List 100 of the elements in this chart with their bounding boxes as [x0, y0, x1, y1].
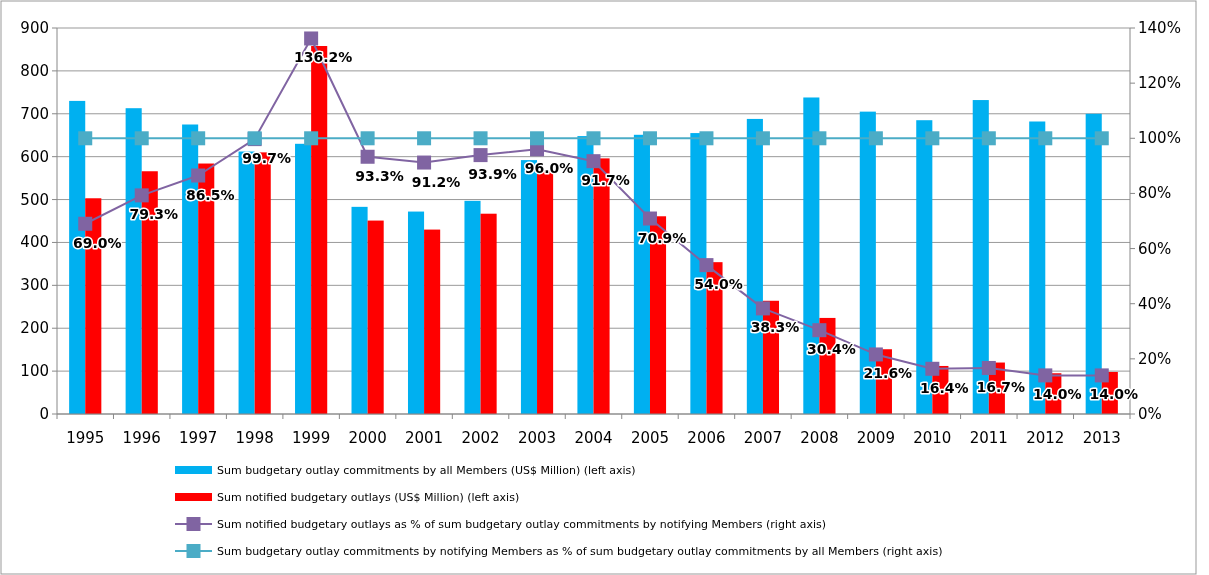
data-label: 99.7%: [242, 150, 291, 167]
data-label: 86.5%: [185, 186, 235, 203]
x-tick-label: 2010: [913, 429, 952, 447]
bar: [424, 229, 441, 414]
x-tick-label: 1999: [292, 429, 331, 447]
data-label: 14.0%: [1033, 386, 1082, 403]
y2-tick-label: 60%: [1138, 239, 1172, 258]
x-tick-label: 2006: [687, 429, 726, 447]
data-label: 16.4%: [920, 379, 969, 396]
y2-tick-label: 100%: [1138, 129, 1181, 148]
point: [586, 154, 601, 169]
data-label: 30.4%: [807, 341, 856, 358]
point: [1038, 131, 1053, 146]
x-tick-label: 2008: [800, 429, 839, 447]
y2-tick-label: 20%: [1138, 349, 1172, 368]
point: [530, 131, 545, 146]
y-tick-label: 900: [20, 19, 49, 37]
point: [1094, 368, 1109, 383]
data-label: 38.3%: [750, 319, 800, 336]
data-label: 91.2%: [411, 173, 461, 190]
data-label: 91.7%: [581, 172, 630, 189]
y-tick-label: 600: [20, 147, 49, 166]
x-tick-label: 1996: [122, 429, 161, 447]
point: [473, 148, 488, 163]
x-tick-label: 1998: [235, 429, 274, 447]
point: [78, 216, 93, 231]
point: [417, 155, 432, 170]
point: [191, 131, 206, 146]
point: [868, 131, 883, 146]
data-label: 69.0%: [72, 234, 122, 251]
point: [191, 168, 206, 183]
bar: [295, 143, 312, 414]
point: [755, 131, 770, 146]
point: [134, 131, 149, 146]
x-tick-label: 2007: [743, 429, 783, 447]
y-tick-label: 400: [20, 233, 49, 252]
y-tick-label: 700: [20, 104, 49, 123]
point: [134, 188, 149, 203]
point: [360, 131, 375, 146]
y-tick-label: 800: [20, 61, 49, 80]
x-tick-label: 1997: [179, 429, 218, 447]
point: [642, 211, 657, 226]
point: [925, 131, 940, 146]
point: [699, 131, 714, 146]
legend-label: Sum budgetary outlay commitments by all Members (US$ Million) (left axis): [217, 464, 636, 477]
bar: [464, 200, 481, 414]
y2-tick-label: 120%: [1138, 74, 1181, 93]
y-tick-label: 100: [20, 362, 49, 381]
x-tick-label: 2000: [348, 429, 387, 447]
point: [868, 347, 883, 362]
point: [981, 131, 996, 146]
data-label: 14.0%: [1089, 386, 1139, 403]
y-tick-label: 300: [20, 276, 49, 295]
x-tick-label: 1995: [66, 429, 105, 447]
x-tick-label: 2001: [404, 429, 444, 447]
data-label: 93.9%: [468, 166, 517, 183]
point: [981, 360, 996, 375]
point: [360, 149, 375, 164]
y2-tick-label: 40%: [1138, 294, 1172, 313]
data-label: 93.3%: [355, 167, 404, 184]
y2-tick-label: 140%: [1138, 19, 1181, 37]
point: [699, 258, 714, 273]
legend-label: Sum budgetary outlay commitments by notifying Members as % of sum budgetary outlay commitments by all Members (right axis): [217, 545, 943, 558]
data-label: 70.9%: [637, 229, 687, 246]
point: [1038, 368, 1053, 383]
bar: [480, 213, 497, 414]
x-tick-label: 2013: [1082, 429, 1121, 447]
data-label: 21.6%: [863, 365, 913, 382]
point: [755, 301, 770, 316]
legend-label: Sum notified budgetary outlays (US$ Million) (left axis): [217, 491, 520, 504]
y2-tick-label: 80%: [1138, 184, 1172, 203]
point: [417, 131, 432, 146]
point: [304, 31, 319, 46]
x-tick-label: 2012: [1026, 429, 1065, 447]
x-tick-label: 2002: [461, 429, 500, 447]
y-tick-label: 500: [20, 190, 49, 209]
x-tick-label: 2009: [856, 429, 895, 447]
y2-tick-label: 0%: [1138, 405, 1162, 423]
data-label: 16.7%: [976, 378, 1026, 395]
x-tick-label: 2004: [574, 429, 613, 447]
bar: [367, 220, 384, 414]
bar: [351, 206, 368, 414]
x-tick-label: 2003: [517, 429, 557, 447]
data-label: 79.3%: [129, 206, 178, 223]
point: [812, 131, 827, 146]
point: [925, 361, 940, 376]
point: [586, 131, 601, 146]
point: [78, 131, 93, 146]
y-tick-label: 0: [39, 405, 49, 423]
data-label: 54.0%: [694, 276, 743, 293]
point: [1094, 131, 1109, 146]
x-tick-label: 2005: [630, 429, 670, 447]
legend-label: Sum notified budgetary outlays as % of sum budgetary outlay commitments by notifying Members (right axis): [217, 518, 827, 531]
bar: [407, 211, 425, 414]
point: [473, 131, 488, 146]
point: [642, 131, 657, 146]
x-tick-label: 2011: [969, 429, 1008, 447]
point: [812, 323, 827, 338]
point: [304, 131, 319, 146]
y-tick-label: 200: [20, 319, 49, 338]
